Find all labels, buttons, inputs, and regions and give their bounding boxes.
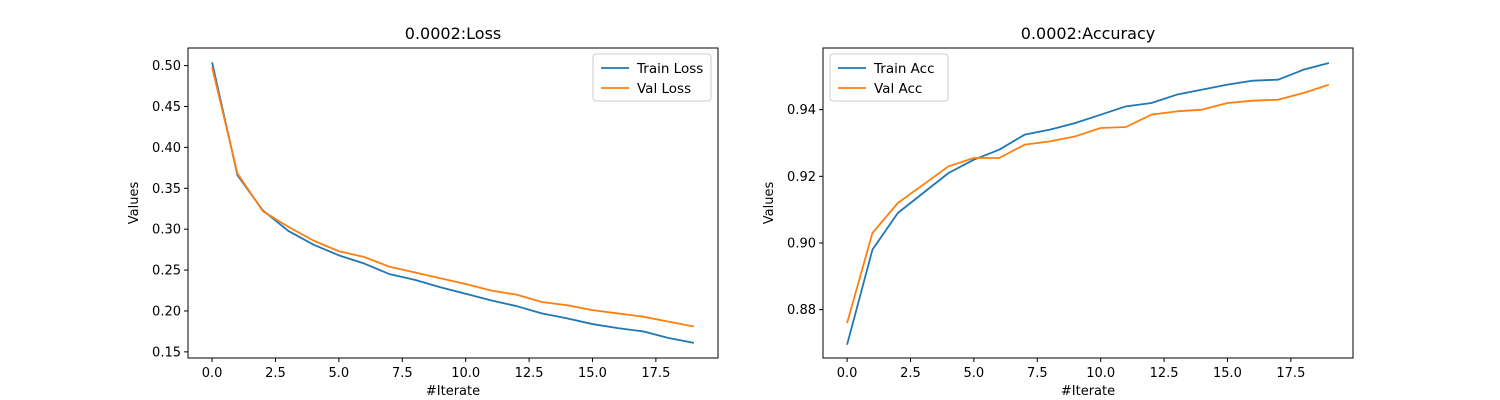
loss-xtick-label-7: 17.5 — [641, 366, 670, 381]
loss-xtick-label-5: 12.5 — [515, 366, 544, 381]
accuracy-ytick-label-0: 0.88 — [787, 303, 816, 318]
accuracy-xtick-label-5: 12.5 — [1150, 366, 1179, 381]
loss-legend: Train Loss Val Loss — [592, 53, 712, 102]
loss-ytick-label-3: 0.30 — [152, 223, 181, 238]
accuracy-chart: 0.0002:Accuracy #Iterate Values 0.0 2.5 5.… — [762, 24, 1354, 399]
accuracy-xtick-label-2: 5.0 — [964, 366, 985, 381]
loss-ytick-label-2: 0.25 — [152, 264, 181, 279]
loss-chart: 0.0002:Loss #Iterate Values 0.0 2.5 5.0 7.5… — [127, 24, 719, 399]
accuracy-legend: Train Acc Val Acc — [829, 53, 949, 102]
loss-ytick-label-1: 0.20 — [152, 304, 181, 319]
loss-legend-label-0: Train Loss — [636, 61, 703, 77]
loss-chart-xlabel: #Iterate — [426, 384, 480, 399]
accuracy-legend-label-0: Train Acc — [873, 61, 935, 77]
accuracy-chart-ylabel: Values — [762, 182, 777, 225]
loss-xtick-label-1: 2.5 — [265, 366, 286, 381]
accuracy-legend-label-1: Val Acc — [874, 81, 922, 97]
loss-ytick-label-0: 0.15 — [152, 345, 181, 360]
loss-ytick-label-4: 0.35 — [152, 182, 181, 197]
loss-xtick-label-4: 10.0 — [451, 366, 480, 381]
loss-ytick-label-6: 0.45 — [152, 100, 181, 115]
loss-series-line-0 — [211, 62, 695, 344]
loss-series-line-1 — [211, 67, 695, 328]
accuracy-xtick-label-1: 2.5 — [900, 366, 921, 381]
loss-ytick-label-5: 0.40 — [152, 141, 181, 156]
accuracy-xtick-label-3: 7.5 — [1027, 366, 1048, 381]
accuracy-plot-frame — [822, 47, 1354, 359]
accuracy-xtick-label-4: 10.0 — [1086, 366, 1115, 381]
accuracy-xtick-label-6: 15.0 — [1213, 366, 1242, 381]
accuracy-series-line-1 — [846, 83, 1330, 324]
loss-xtick-label-0: 0.0 — [202, 366, 223, 381]
loss-chart-ylabel: Values — [127, 182, 142, 225]
accuracy-chart-title: 0.0002:Accuracy — [1021, 24, 1155, 43]
loss-xtick-label-2: 5.0 — [329, 366, 350, 381]
loss-xtick-label-6: 15.0 — [578, 366, 607, 381]
accuracy-ytick-label-2: 0.92 — [787, 170, 816, 185]
loss-chart-title: 0.0002:Loss — [405, 24, 501, 43]
loss-legend-label-1: Val Loss — [637, 81, 691, 97]
loss-plot-frame — [187, 47, 719, 359]
loss-legend-box — [592, 53, 712, 102]
accuracy-series-line-0 — [846, 62, 1330, 345]
accuracy-ytick-label-1: 0.90 — [787, 237, 816, 252]
accuracy-chart-xlabel: #Iterate — [1061, 384, 1115, 399]
loss-ytick-label-7: 0.50 — [152, 59, 181, 74]
accuracy-xtick-label-0: 0.0 — [837, 366, 858, 381]
accuracy-ytick-label-3: 0.94 — [787, 103, 816, 118]
accuracy-legend-box — [829, 53, 949, 102]
accuracy-xtick-label-7: 17.5 — [1276, 366, 1305, 381]
loss-xtick-label-3: 7.5 — [392, 366, 413, 381]
